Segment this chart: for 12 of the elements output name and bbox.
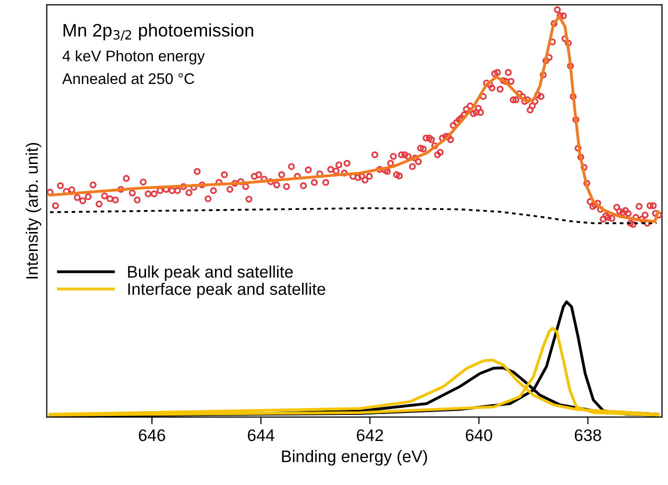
x-axis-title: Binding energy (eV) [282, 450, 427, 466]
x-tick-label: 640 [466, 429, 492, 442]
legend-label: Interface peak and satellite [128, 282, 326, 298]
legend-label: Bulk peak and satellite [128, 266, 293, 282]
x-tick-label: 646 [138, 429, 166, 442]
x-tick-label: 642 [356, 429, 383, 442]
annotation: 4 keV Photon energy [62, 50, 205, 64]
x-tick-label: 638 [574, 429, 602, 442]
annotation: Annealed at 250 °C [62, 72, 194, 84]
x-tick-label: 644 [248, 429, 274, 442]
y-axis-title: Intensity (arb. unit) [26, 142, 42, 278]
text: Mn 2p$_{3/2}$ photoemission [64, 23, 254, 41]
